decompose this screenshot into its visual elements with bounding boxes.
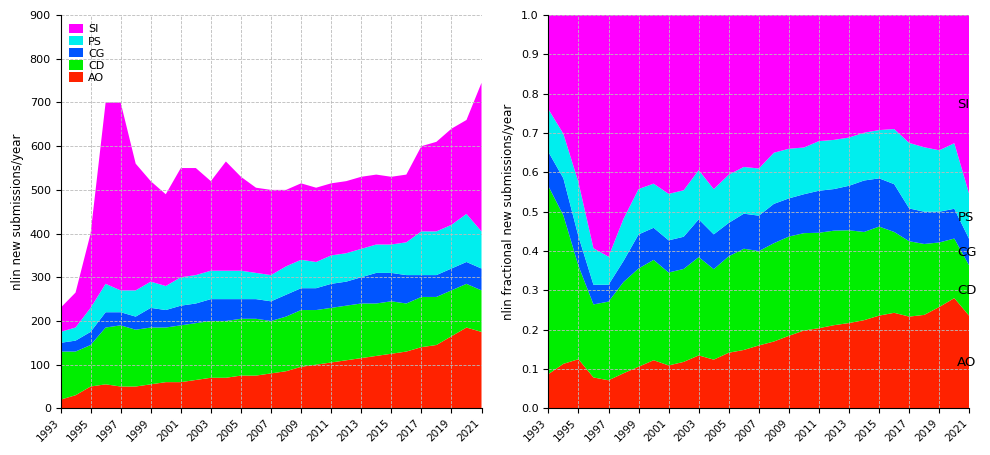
Text: CD: CD <box>957 284 977 298</box>
Y-axis label: nlin new submissions/year: nlin new submissions/year <box>11 133 24 290</box>
Text: AO: AO <box>957 356 977 369</box>
Text: PS: PS <box>957 211 974 223</box>
Y-axis label: nlin fractional new submissions/year: nlin fractional new submissions/year <box>502 104 516 320</box>
Text: SI: SI <box>957 98 969 111</box>
Text: CG: CG <box>957 246 977 259</box>
Legend: SI, PS, CG, CD, AO: SI, PS, CG, CD, AO <box>66 20 108 86</box>
